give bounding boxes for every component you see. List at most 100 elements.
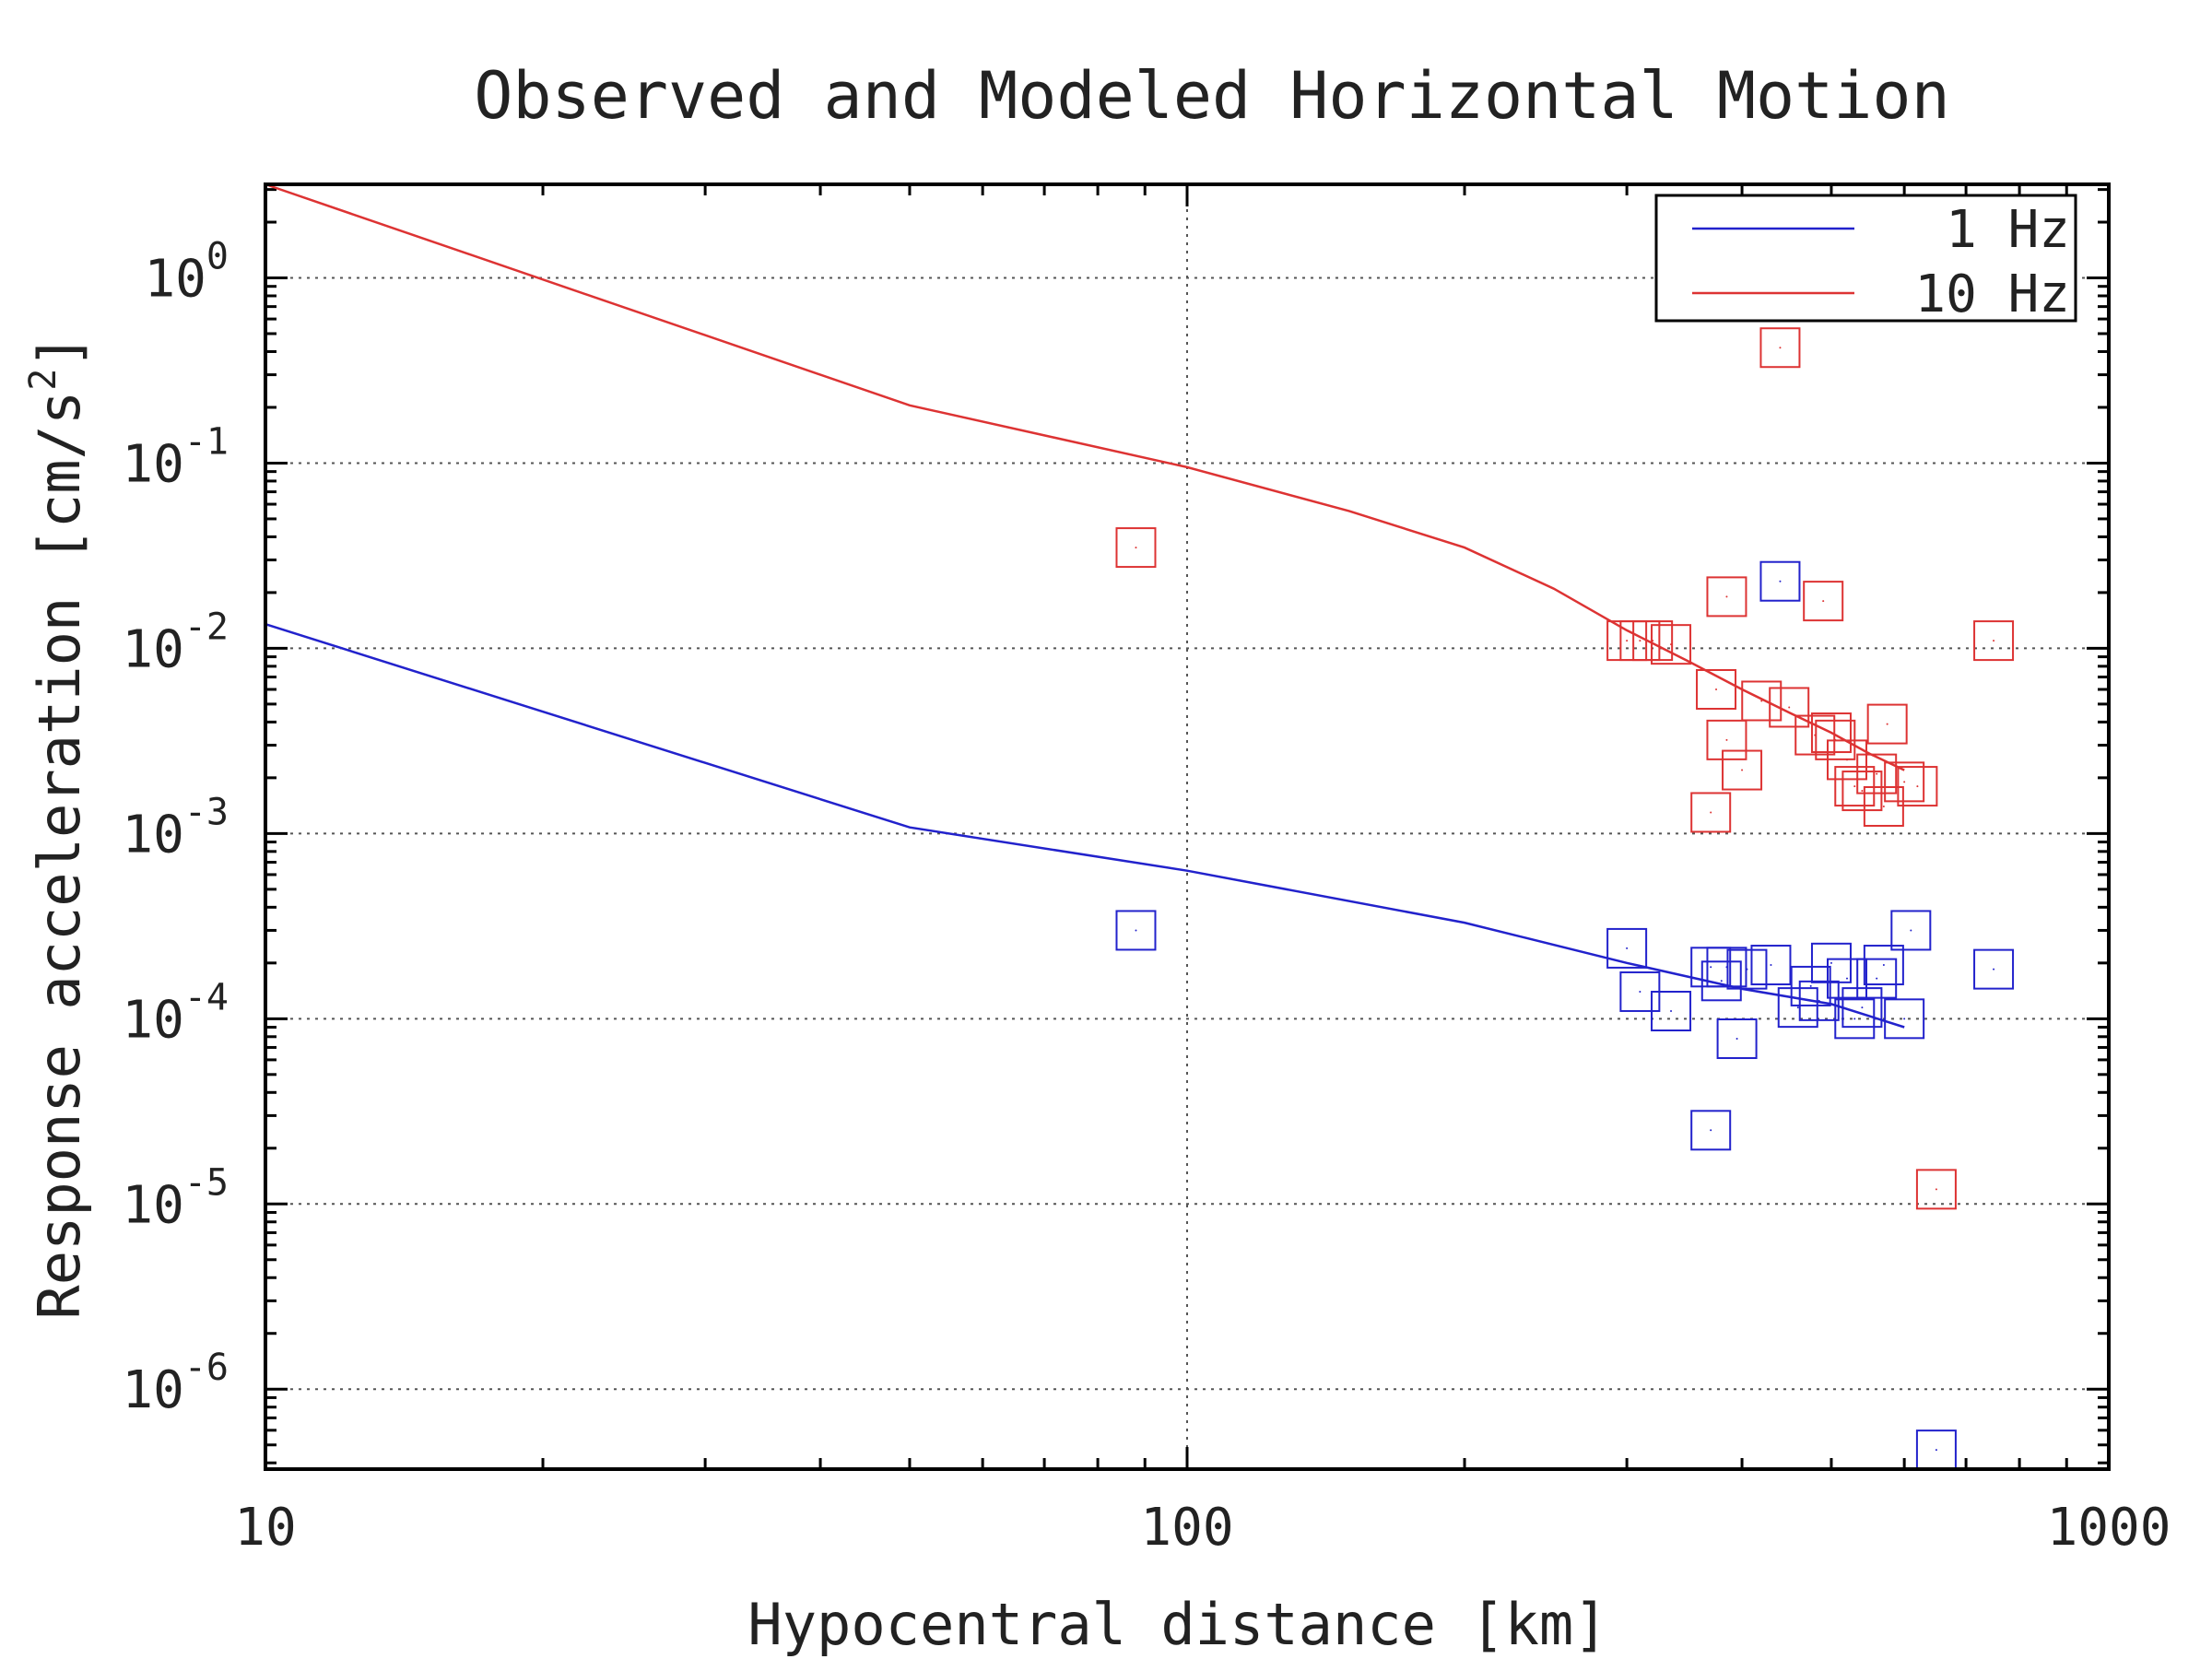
observed-point-center xyxy=(1830,732,1832,735)
observed-point-marker xyxy=(1884,761,1925,803)
model-curve-line xyxy=(265,623,1905,1029)
observed-point-center xyxy=(1809,984,1812,987)
observed-point-center xyxy=(1882,964,1885,967)
observed-point-center xyxy=(1861,1006,1864,1009)
observed-point-center xyxy=(1710,811,1712,814)
y-tick-label: 10-5 xyxy=(122,1161,229,1235)
observed-point-center xyxy=(1788,706,1791,709)
y-tick-label: 10-6 xyxy=(122,1347,229,1420)
y-axis-label: Response acceleration [cm/s2] xyxy=(22,334,93,1319)
y-tick-base: 10 xyxy=(122,1175,183,1235)
observed-point-marker xyxy=(1834,998,1876,1040)
observed-point-center xyxy=(1725,595,1728,598)
y-axis-label-close: ] xyxy=(26,334,93,368)
grid xyxy=(265,184,2109,1469)
observed-point-marker xyxy=(1632,620,1674,662)
y-tick-base: 10 xyxy=(144,250,206,310)
observed-point-marker xyxy=(1841,771,1883,812)
y-tick-exponent: -2 xyxy=(184,606,229,648)
y-tick-exponent: 0 xyxy=(206,236,229,278)
observed-point-marker xyxy=(1863,945,1904,986)
observed-point-marker xyxy=(1706,576,1747,618)
legend-box xyxy=(1654,194,2077,323)
observed-point-center xyxy=(1639,990,1641,993)
observed-point-marker xyxy=(1741,680,1783,722)
observed-point-marker xyxy=(1750,945,1792,986)
x-tick-labels: 10 100 1000 xyxy=(234,1498,2171,1558)
observed-point-center xyxy=(1770,964,1772,967)
observed-point-marker xyxy=(1866,703,1908,745)
observed-point-center xyxy=(1886,723,1888,725)
observed-point-marker xyxy=(1803,581,1844,622)
observed-point-marker xyxy=(1827,958,1868,999)
observed-point-center xyxy=(1760,700,1763,702)
observed-point-center xyxy=(1882,806,1885,808)
observed-point-marker xyxy=(1973,948,2015,990)
y-tick-base: 10 xyxy=(122,434,183,494)
observed-point-center xyxy=(1715,688,1718,690)
observed-point-marker xyxy=(1690,792,1732,833)
observed-point-marker xyxy=(1794,714,1836,756)
legend-entry-label: 1 Hz xyxy=(1946,200,2070,260)
legend-entry-label: 10 Hz xyxy=(1914,265,2070,324)
observed-point-center xyxy=(1903,781,1906,783)
observed-point-marker xyxy=(1856,958,1898,999)
observed-point-marker xyxy=(1790,965,1831,1006)
observed-point-marker xyxy=(1726,948,1768,990)
series-one-hz xyxy=(265,560,2015,1471)
y-tick-label: 10-4 xyxy=(122,976,229,1050)
observed-point-marker xyxy=(1827,739,1868,781)
observed-point-marker xyxy=(1706,719,1747,760)
series-ten-hz xyxy=(265,182,2015,1210)
x-tick-label: 100 xyxy=(1140,1498,1233,1558)
observed-point-marker xyxy=(1890,910,1932,951)
observed-point-center xyxy=(1746,968,1748,971)
observed-point-center xyxy=(1846,759,1849,761)
observed-point-center xyxy=(1935,1449,1937,1452)
y-axis-label-base: Response acceleration [cm/s xyxy=(26,391,93,1320)
x-tick-label: 10 xyxy=(234,1498,296,1558)
observed-point-center xyxy=(1639,640,1641,642)
observed-point-center xyxy=(1935,1188,1937,1191)
y-tick-exponent: -1 xyxy=(184,420,229,463)
observed-point-center xyxy=(1822,600,1825,603)
observed-point-center xyxy=(1710,966,1712,969)
observed-point-center xyxy=(1861,790,1864,793)
observed-point-marker xyxy=(1897,766,1938,807)
observed-point-marker xyxy=(1606,927,1648,969)
x-axis-label: Hypocentral distance [km] xyxy=(747,1591,1607,1658)
observed-point-marker xyxy=(1690,1110,1732,1151)
y-tick-base: 10 xyxy=(122,805,183,865)
observed-point-center xyxy=(1626,640,1629,642)
observed-point-marker xyxy=(1769,687,1810,728)
observed-point-center xyxy=(1670,1010,1673,1013)
observed-point-marker xyxy=(1884,998,1925,1040)
y-tick-exponent: -5 xyxy=(184,1161,229,1204)
observed-point-center xyxy=(1725,738,1728,741)
observed-point-marker xyxy=(1973,620,2015,662)
observed-point-center xyxy=(1710,1129,1712,1132)
y-tick-label: 10-3 xyxy=(122,791,229,865)
observed-point-center xyxy=(1818,999,1820,1002)
observed-point-center xyxy=(1853,785,1856,788)
observed-point-center xyxy=(1135,929,1137,932)
plot-frame xyxy=(264,182,2111,1471)
observed-point-marker xyxy=(1716,1018,1758,1060)
observed-point-center xyxy=(1741,769,1744,771)
y-tick-exponent: -6 xyxy=(184,1347,229,1389)
y-tick-exponent: -3 xyxy=(184,791,229,833)
observed-point-center xyxy=(1993,968,1995,971)
plot-series xyxy=(265,182,2015,1471)
observed-point-center xyxy=(1796,1006,1799,1009)
observed-point-marker xyxy=(1115,527,1157,569)
observed-point-center xyxy=(1876,772,1878,775)
y-tick-base: 10 xyxy=(122,619,183,679)
observed-point-marker xyxy=(1696,668,1737,710)
observed-point-center xyxy=(1903,1018,1906,1020)
observed-point-marker xyxy=(1841,987,1883,1029)
observed-point-marker xyxy=(1651,624,1692,665)
observed-point-center xyxy=(1735,1038,1738,1041)
